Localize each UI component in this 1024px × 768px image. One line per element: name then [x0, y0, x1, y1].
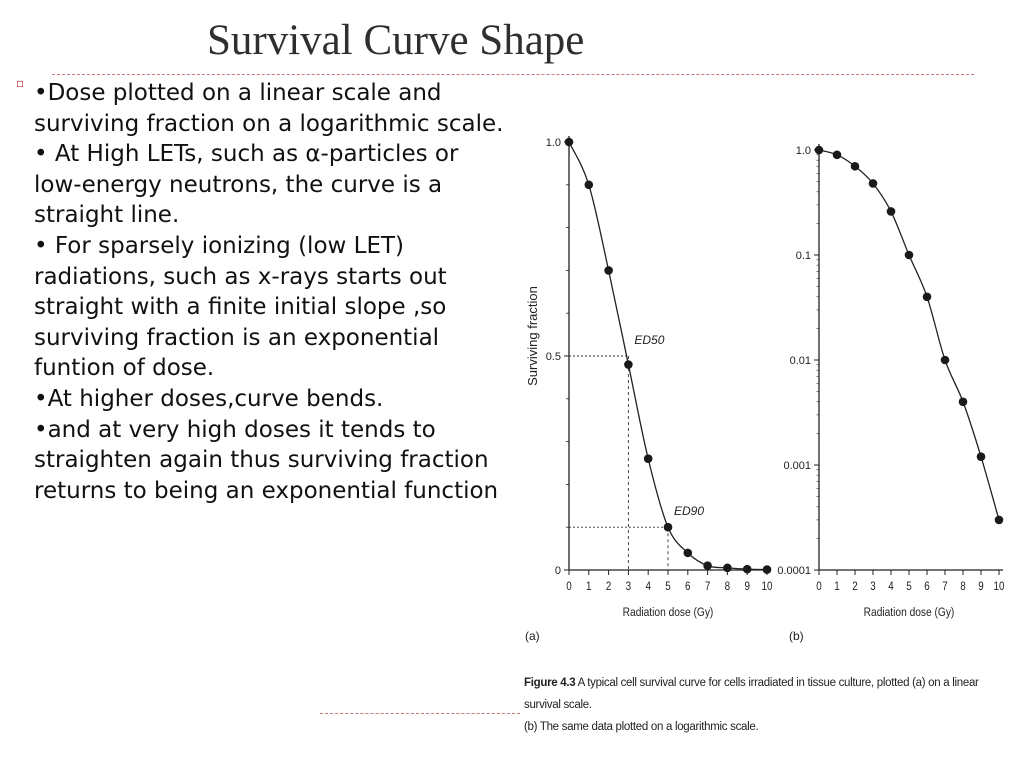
x-tick-label: 6: [924, 580, 929, 593]
y-tick-label: 0.001: [783, 460, 811, 472]
data-point: [762, 565, 772, 574]
data-point: [850, 161, 860, 171]
data-point: [868, 179, 878, 188]
data-point: [584, 180, 594, 190]
x-tick-label: 1: [586, 580, 591, 593]
data-point: [832, 150, 842, 160]
x-tick-label: 6: [685, 580, 690, 593]
x-tick-label: 1: [834, 580, 839, 593]
x-tick-label: 9: [744, 580, 749, 593]
bullet-item: • For sparsely ionizing (low LET) radiat…: [34, 232, 447, 382]
x-tick-label: 7: [705, 580, 710, 593]
data-point: [958, 397, 968, 407]
panel-label: (a): [525, 629, 540, 643]
x-tick-label: 2: [852, 580, 857, 593]
data-point: [663, 522, 673, 532]
bullet-item: •At higher doses,curve bends.: [34, 385, 384, 412]
x-axis-label: Radiation dose (Gy): [623, 606, 714, 619]
data-point: [703, 561, 712, 571]
data-point: [994, 515, 1004, 525]
x-tick-label: 5: [906, 580, 911, 593]
survival-curve-figure: 0 1 2 3 4 5 6 7 8 9 10 0 0.5 1.0 ED50 ED90 Radiation dos…: [515, 118, 1015, 738]
data-point: [904, 250, 914, 260]
data-point: [742, 564, 752, 574]
y-tick-label: 0.1: [796, 250, 811, 262]
bullet-item: •and at very high doses it tends to stra…: [34, 416, 499, 504]
x-tick-label: 2: [606, 580, 611, 593]
slide-title: Survival Curve Shape: [207, 17, 585, 64]
x-tick-label: 9: [978, 580, 983, 593]
data-point: [814, 145, 824, 155]
figure-caption: Figure 4.3 A typical cell survival curve…: [524, 672, 994, 738]
data-point: [643, 454, 653, 464]
x-tick-label: 8: [725, 580, 730, 593]
x-tick-label: 0: [816, 580, 821, 593]
y-tick-label: 1.0: [546, 137, 561, 149]
x-axis-label: Radiation dose (Gy): [864, 606, 955, 619]
x-tick-label: 10: [994, 580, 1005, 593]
y-tick-label: 1.0: [796, 145, 811, 157]
y-axis-label: Surviving fraction: [525, 286, 540, 386]
data-point: [976, 452, 986, 461]
bullet-list: •Dose plotted on a linear scale and surv…: [34, 78, 504, 506]
bullet-item: •Dose plotted on a linear scale and surv…: [34, 80, 504, 137]
x-tick-label: 8: [960, 580, 965, 593]
x-tick-label: 5: [665, 580, 670, 593]
annotation-label: ED50: [634, 333, 664, 347]
data-point: [940, 355, 950, 365]
data-point: [886, 207, 896, 216]
x-tick-label: 4: [645, 580, 650, 593]
annotation-label: ED90: [674, 504, 704, 518]
bullet-item: • At High LETs, such as α-particles or l…: [34, 141, 459, 229]
title-divider: [52, 74, 974, 75]
caption-line-2: (b) The same data plotted on a logarithm…: [524, 721, 759, 733]
x-tick-label: 3: [870, 580, 875, 593]
x-tick-label: 0: [566, 580, 571, 593]
caption-label: Figure 4.3: [524, 677, 576, 689]
x-tick-label: 7: [942, 580, 947, 593]
data-point: [683, 548, 693, 558]
data-point: [564, 137, 574, 147]
data-point: [922, 292, 932, 302]
data-point: [723, 563, 732, 573]
panel-label: (b): [789, 629, 804, 643]
slide-corner-icon: ▫: [16, 76, 25, 90]
bottom-divider: [320, 713, 520, 714]
y-tick-label: 0.5: [546, 351, 561, 363]
data-point: [624, 360, 633, 369]
y-tick-label: 0.0001: [777, 565, 811, 577]
x-tick-label: 3: [626, 580, 631, 593]
y-tick-label: 0.01: [790, 355, 811, 367]
data-point: [604, 266, 613, 275]
x-tick-label: 10: [762, 580, 773, 593]
survival-curve-b: [818, 149, 1000, 521]
caption-line-1: A typical cell survival curve for cells …: [524, 677, 979, 711]
y-tick-label: 0: [555, 565, 561, 577]
x-tick-label: 4: [888, 580, 893, 593]
